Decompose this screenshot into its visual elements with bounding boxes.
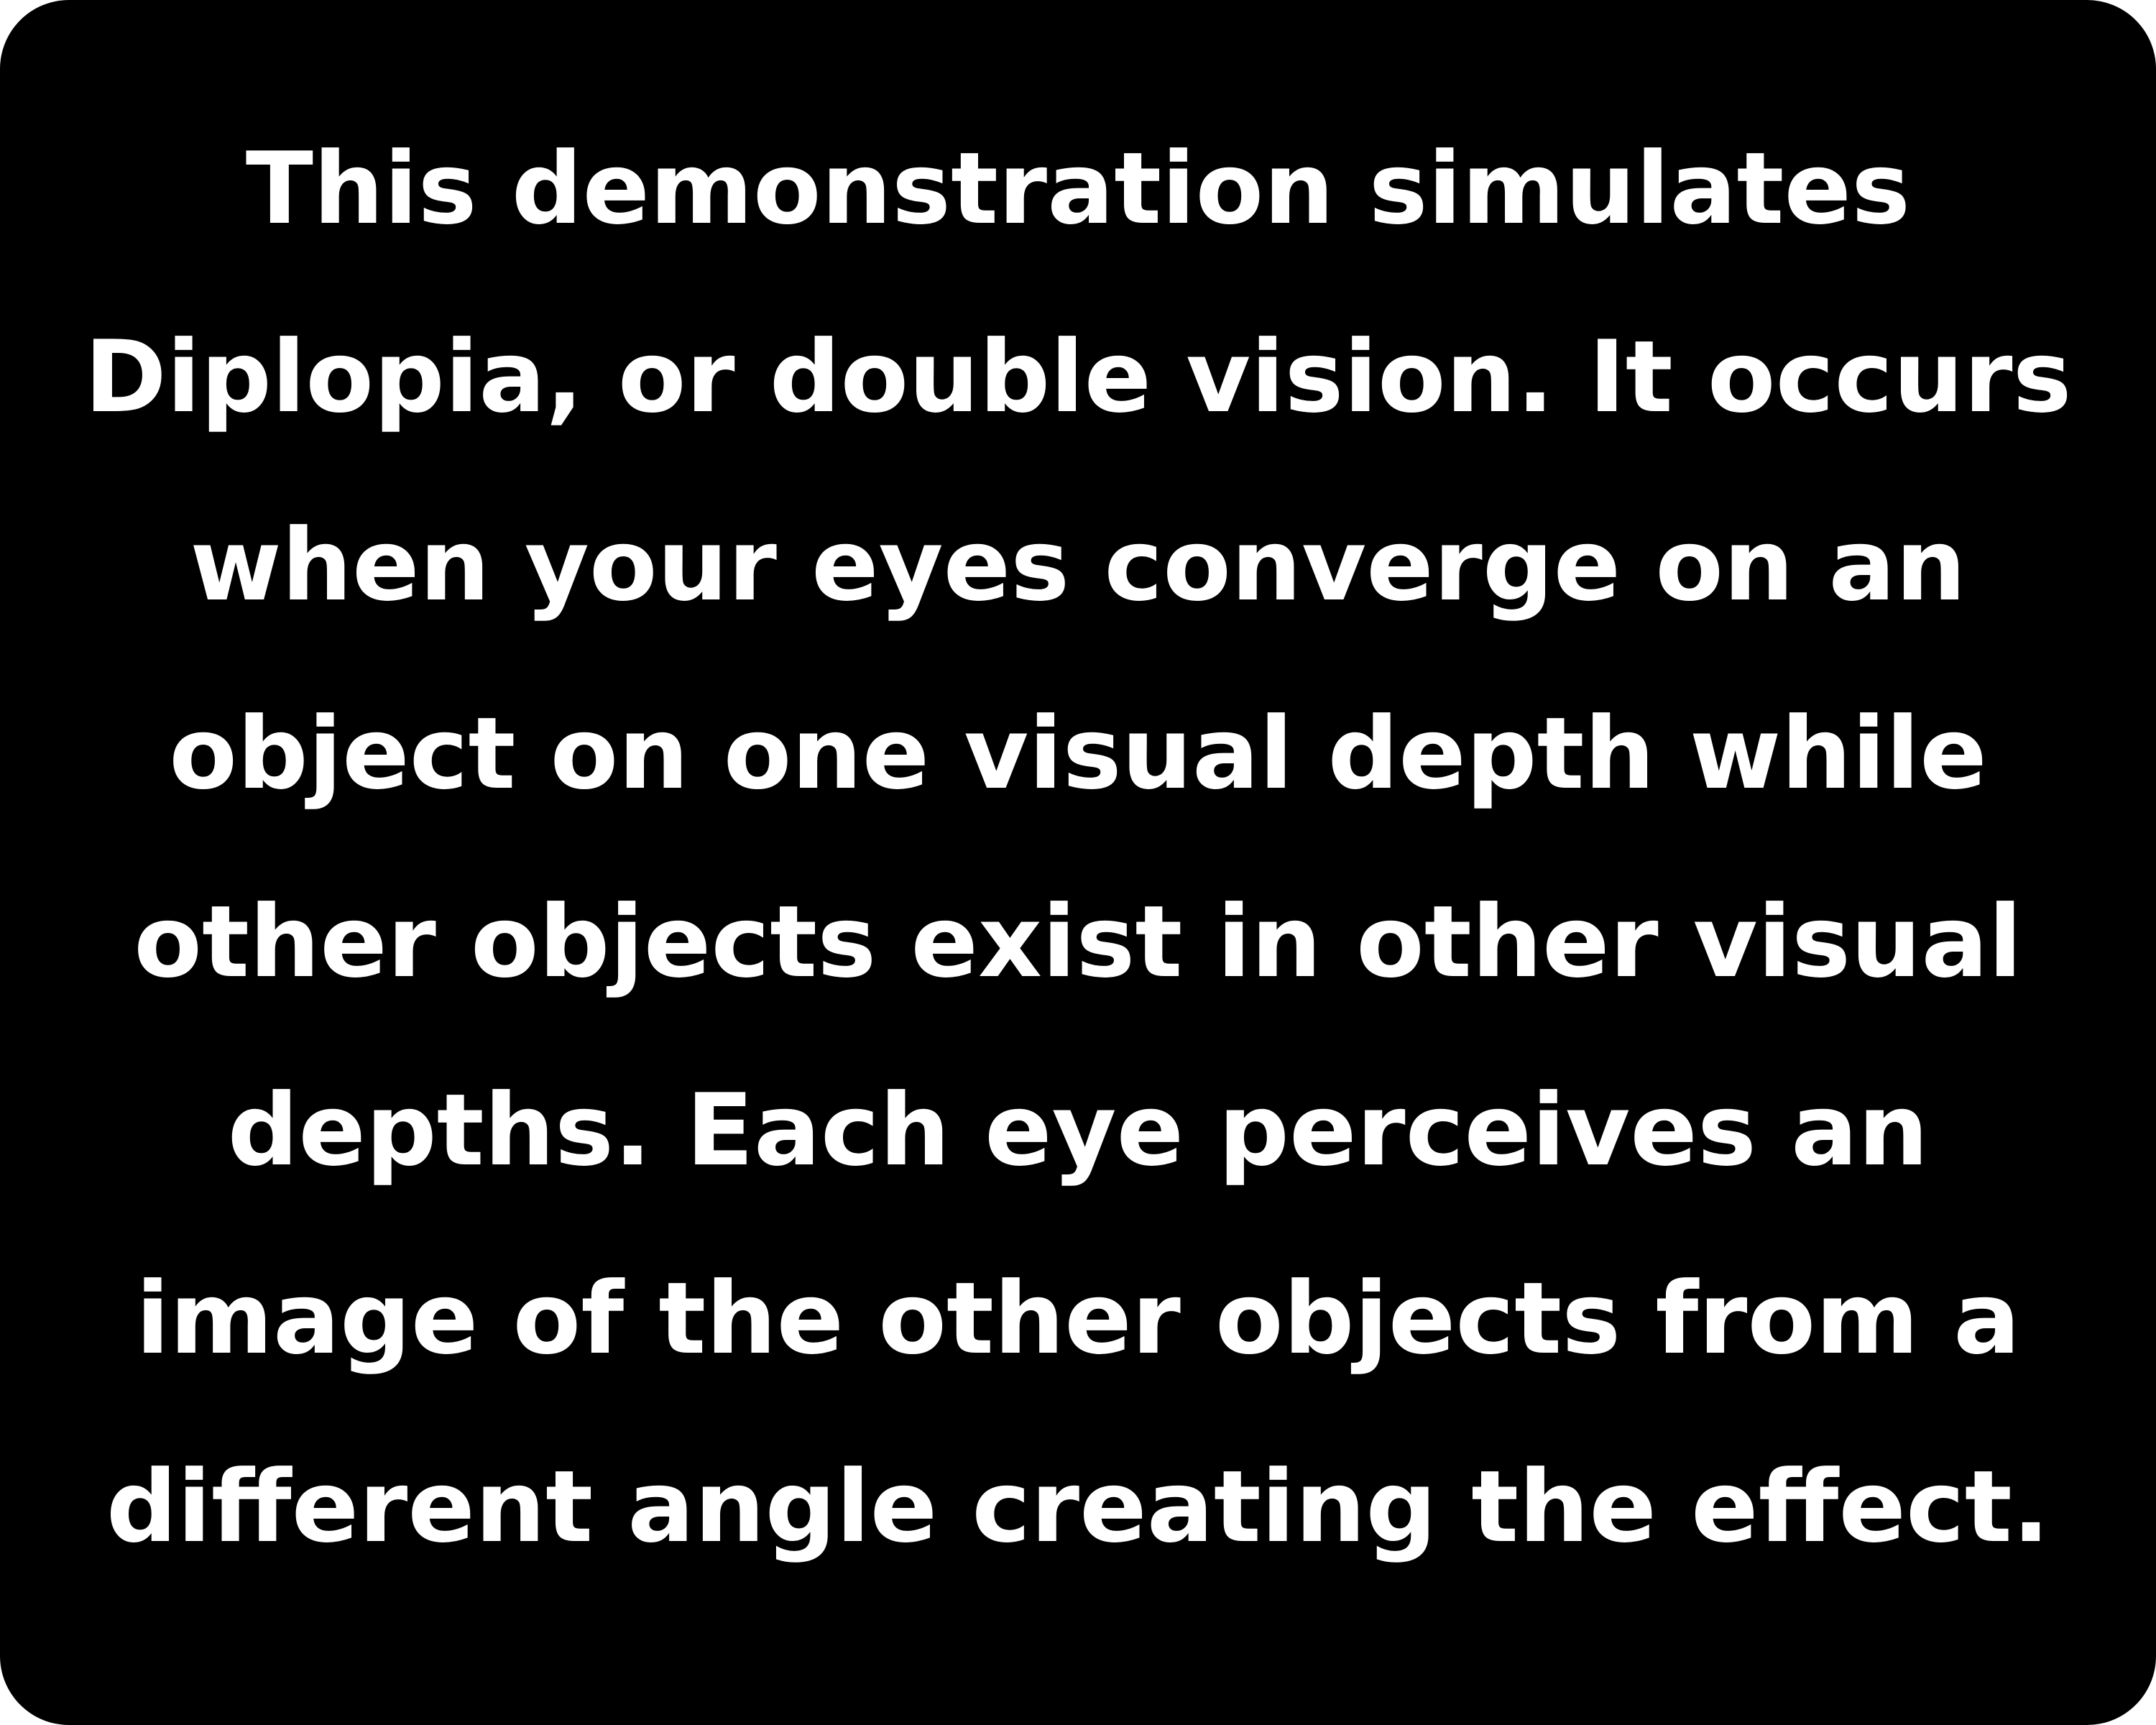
description-line-6: depths. Each eye perceives an [227,1072,1929,1188]
description-line-5: other objects exist in other visual [134,884,2022,1000]
description-line-8: different angle creating the effect. [106,1449,2050,1565]
description-line-1: This demonstration simulates [245,131,1911,247]
description-line-4: object on one visual depth while [169,696,1987,811]
description-line-3: when your eyes converge on an [190,507,1966,623]
description-line-7: image of the other objects from a [135,1261,2021,1376]
description-line-2: Diplopia, or double vision. It occurs [84,319,2072,435]
description-text: This demonstration simulates Diplopia, o… [43,95,2113,1601]
